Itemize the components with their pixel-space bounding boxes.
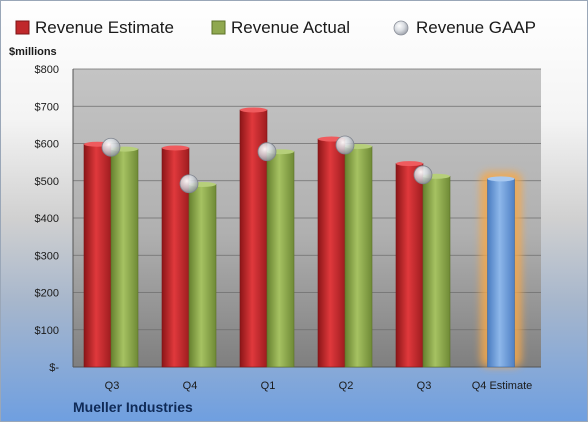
x-tick-label: Q4 Estimate <box>472 380 533 392</box>
legend-swatch-estimate <box>15 20 30 35</box>
legend-label-estimate: Revenue Estimate <box>35 18 174 37</box>
bar-revenue-actual <box>422 175 451 368</box>
bar-revenue-q4-estimate <box>487 178 515 368</box>
legend-label-gaap: Revenue GAAP <box>416 18 536 37</box>
marker-revenue-gaap <box>101 137 121 157</box>
x-tick-label: Q1 <box>261 380 276 392</box>
y-tick-label: $700 <box>35 101 59 113</box>
bar-revenue-actual <box>266 151 295 368</box>
bar-top-estimate <box>240 107 267 113</box>
y-tick-label: $- <box>49 362 59 374</box>
y-axis-ticks: $- $100 $200 $300 $400 $500 $600 $700 $800 <box>35 64 60 374</box>
bar-revenue-estimate <box>83 143 112 368</box>
gaap-markers <box>101 135 433 194</box>
bar-revenue-actual <box>188 184 217 368</box>
bar-top-estimate <box>396 161 423 167</box>
y-tick-label: $800 <box>35 64 59 76</box>
bars <box>83 107 522 368</box>
bar-top-estimate <box>162 145 189 151</box>
x-tick-label: Q3 <box>105 380 120 392</box>
marker-revenue-gaap <box>257 142 277 162</box>
y-tick-label: $400 <box>35 213 59 225</box>
company-name: Mueller Industries <box>73 399 193 415</box>
y-tick-label: $500 <box>35 176 59 188</box>
unit-label: $millions <box>9 46 57 58</box>
bar-revenue-estimate <box>395 163 424 368</box>
y-tick-label: $300 <box>35 250 59 262</box>
marker-revenue-gaap <box>335 135 355 155</box>
x-tick-label: Q2 <box>339 380 354 392</box>
marker-revenue-gaap <box>179 174 199 194</box>
x-tick-label: Q3 <box>417 380 432 392</box>
bar-revenue-estimate <box>317 138 346 368</box>
bar-revenue-actual <box>110 148 139 368</box>
gridlines <box>72 68 541 368</box>
y-tick-label: $600 <box>35 139 59 151</box>
bar-revenue-actual <box>344 146 373 368</box>
x-axis-ticks: Q3 Q4 Q1 Q2 Q3 Q4 Estimate <box>105 380 533 392</box>
legend-swatch-gaap <box>393 20 409 36</box>
marker-revenue-gaap <box>413 165 433 185</box>
bar-top-actual <box>487 176 515 182</box>
x-tick-label: Q4 <box>183 380 198 392</box>
legend-label-actual: Revenue Actual <box>231 18 350 37</box>
y-tick-label: $200 <box>35 288 59 300</box>
y-tick-label: $100 <box>35 325 59 337</box>
legend: Revenue Estimate Revenue Actual Revenue … <box>15 18 536 37</box>
legend-swatch-actual <box>211 20 226 35</box>
